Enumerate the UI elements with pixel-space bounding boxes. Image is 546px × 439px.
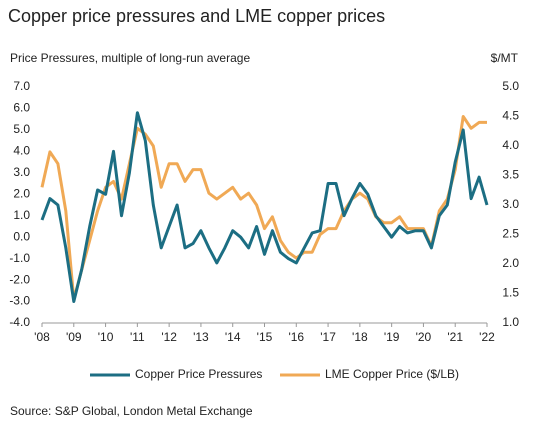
y-tick-label: 5.0 bbox=[13, 122, 30, 136]
y-tick-label: 3.0 bbox=[13, 165, 30, 179]
x-tick-label: '16 bbox=[288, 330, 304, 344]
y-tick-label: 2.0 bbox=[13, 186, 30, 200]
x-tick-label: '19 bbox=[384, 330, 400, 344]
x-tick-label: '20 bbox=[416, 330, 432, 344]
x-tick-label: '09 bbox=[66, 330, 82, 344]
x-tick-label: '21 bbox=[447, 330, 463, 344]
y2-tick-label: 5.0 bbox=[502, 79, 519, 93]
x-tick-label: '15 bbox=[257, 330, 273, 344]
y2-tick-label: 1.0 bbox=[502, 315, 519, 329]
y-tick-label: -4.0 bbox=[9, 315, 30, 329]
y2-tick-label: 4.0 bbox=[502, 138, 519, 152]
x-tick-label: '10 bbox=[98, 330, 114, 344]
y-tick-label: 6.0 bbox=[13, 101, 30, 115]
y2-tick-label: 3.0 bbox=[502, 197, 519, 211]
y2-axis-label: $/MT bbox=[491, 51, 519, 65]
y2-tick-label: 2.0 bbox=[502, 256, 519, 270]
y2-tick-label: 1.5 bbox=[502, 286, 519, 300]
y2-tick-label: 3.5 bbox=[502, 168, 519, 182]
y-tick-label: -1.0 bbox=[9, 251, 30, 265]
x-tick-label: '13 bbox=[193, 330, 209, 344]
legend-label: LME Copper Price ($/LB) bbox=[325, 367, 459, 381]
x-tick-label: '11 bbox=[130, 330, 145, 344]
y-tick-label: -3.0 bbox=[9, 294, 30, 308]
source: Source: S&P Global, London Metal Exchang… bbox=[10, 404, 253, 418]
y2-tick-label: 2.5 bbox=[502, 227, 519, 241]
x-tick-label: '17 bbox=[320, 330, 336, 344]
x-tick-label: '08 bbox=[34, 330, 50, 344]
series-line bbox=[40, 111, 489, 303]
y-tick-label: 7.0 bbox=[13, 79, 30, 93]
series-line bbox=[40, 115, 487, 301]
y2-tick-label: 4.5 bbox=[502, 109, 519, 123]
legend-label: Copper Price Pressures bbox=[135, 367, 262, 381]
x-tick-label: '14 bbox=[225, 330, 241, 344]
y-axis-label: Price Pressures, multiple of long-run av… bbox=[10, 51, 250, 65]
y-tick-label: 4.0 bbox=[13, 144, 30, 158]
chart-title: Copper price pressures and LME copper pr… bbox=[8, 6, 385, 26]
y-tick-label: 0.0 bbox=[13, 229, 30, 243]
x-tick-label: '12 bbox=[161, 330, 177, 344]
y-tick-label: -2.0 bbox=[9, 272, 30, 286]
x-tick-label: '22 bbox=[479, 330, 495, 344]
x-tick-label: '18 bbox=[352, 330, 368, 344]
y-tick-label: 1.0 bbox=[13, 208, 30, 222]
